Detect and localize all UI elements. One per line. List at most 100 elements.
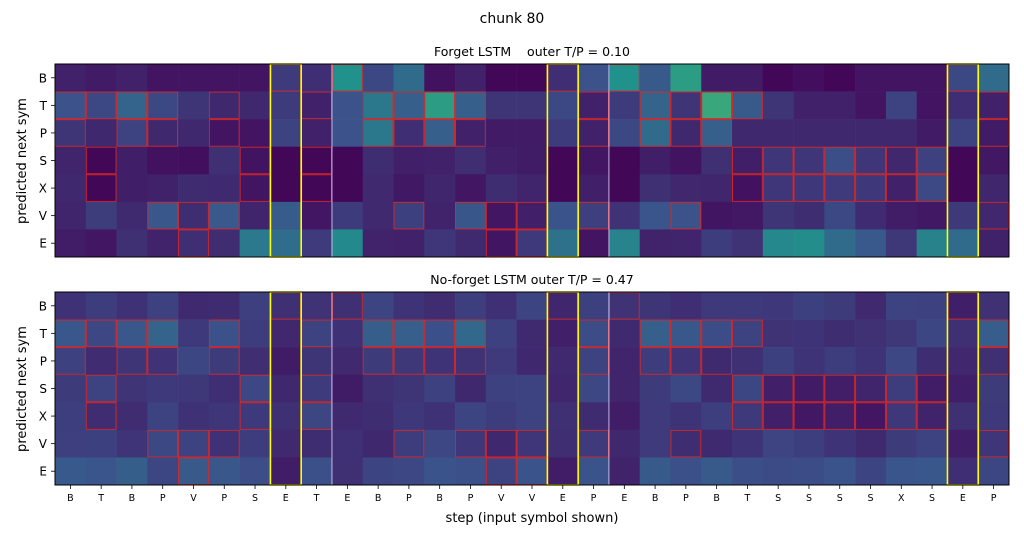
allowed-transition-box [885, 146, 917, 175]
heatmap-cell [762, 319, 794, 348]
heatmap-cell [916, 229, 948, 258]
heatmap-cell [947, 64, 979, 92]
heatmap-cell [947, 374, 979, 403]
heatmap-cell [362, 347, 394, 376]
heatmap-cell [239, 64, 271, 92]
heatmap-cell [147, 457, 179, 486]
heatmap-cell [239, 402, 271, 431]
allowed-transition-box [424, 347, 456, 375]
heatmap-cell [239, 347, 271, 376]
heatmap-cell [701, 429, 733, 458]
heatmap-cell [485, 374, 517, 403]
heatmap-cell [301, 429, 333, 458]
heatmap-cell [578, 64, 610, 92]
x-tick-label: P [221, 493, 227, 504]
heatmap-cell [393, 319, 425, 348]
heatmap-cell [85, 347, 117, 376]
heatmap-cell [701, 201, 733, 230]
heatmap-cell [85, 119, 117, 148]
allowed-transition-box [147, 119, 179, 147]
heatmap-cell [516, 229, 548, 258]
heatmap-cell [578, 402, 610, 431]
heatmap-cell [824, 319, 856, 348]
allowed-transition-box [455, 91, 486, 120]
heatmap-cell [824, 457, 856, 486]
x-tick-label: V [190, 493, 197, 504]
allowed-transition-box [208, 319, 240, 348]
heatmap-cell [516, 292, 548, 320]
heatmap-cell [485, 201, 517, 230]
allowed-transition-box [147, 91, 179, 120]
heatmap-cell [824, 119, 856, 148]
heatmap-cell [270, 402, 302, 431]
heatmap-cell [608, 457, 641, 486]
heatmap-cell [424, 457, 456, 486]
heatmap-cell [485, 174, 517, 203]
heatmap-cell [270, 91, 302, 120]
heatmap-cell [885, 91, 917, 120]
heatmap-cell [855, 402, 887, 431]
heatmap-cell [516, 119, 548, 148]
heatmap-cell [578, 146, 610, 175]
heatmap-cell [178, 457, 210, 486]
heatmap-cell [331, 429, 364, 458]
bottom-heatmap [55, 291, 1010, 486]
heatmap-cell [116, 146, 148, 175]
heatmap-cell [824, 201, 856, 230]
x-tick-label: E [960, 493, 966, 504]
heatmap-cell [424, 174, 456, 203]
heatmap-cell [639, 91, 671, 120]
heatmap-cell [670, 374, 702, 403]
heatmap-cell [208, 174, 240, 203]
allowed-transition-box [208, 91, 240, 120]
heatmap-cell [455, 119, 487, 148]
x-tick-label: V [529, 493, 536, 504]
heatmap-cell [331, 146, 364, 175]
heatmap-cell [116, 119, 148, 148]
heatmap-cell [824, 229, 856, 258]
heatmap-cell [55, 146, 87, 175]
heatmap-cell [516, 201, 548, 230]
heatmap-cell [639, 347, 671, 376]
heatmap-cell [916, 91, 948, 120]
heatmap-cell [547, 457, 579, 486]
y-tick-label: T [39, 99, 48, 113]
allowed-transition-box [208, 119, 240, 147]
heatmap-cell [578, 347, 610, 376]
heatmap-cell [824, 91, 856, 120]
heatmap-cell [855, 347, 887, 376]
heatmap-cell [85, 229, 117, 258]
heatmap-cell [824, 146, 856, 175]
heatmap-cell [178, 347, 210, 376]
allowed-transition-box [208, 429, 240, 458]
heatmap-cell [547, 374, 579, 403]
heatmap-cell [424, 146, 456, 175]
heatmap-cell [516, 347, 548, 376]
heatmap-cell [208, 457, 240, 486]
heatmap-cell [608, 64, 641, 92]
heatmap-cell [639, 174, 671, 203]
allowed-transition-box [701, 347, 732, 375]
heatmap-cell [762, 292, 794, 320]
heatmap-cell [639, 64, 671, 92]
allowed-transition-box [147, 429, 179, 458]
heatmap-cell [208, 292, 240, 320]
allowed-transition-box [455, 201, 486, 230]
heatmap-cell [424, 119, 456, 148]
x-tick-label: P [991, 493, 997, 504]
heatmap-cell [147, 429, 179, 458]
heatmap-cell [301, 374, 333, 403]
allowed-transition-box [424, 119, 456, 147]
y-tick-label: V [39, 209, 48, 223]
heatmap-cell [301, 174, 333, 203]
heatmap-cell [485, 119, 517, 148]
heatmap-cell [947, 201, 979, 230]
heatmap-cell [947, 119, 979, 148]
heatmap-cell [516, 429, 548, 458]
allowed-transition-box [362, 319, 394, 348]
heatmap-cell [301, 119, 333, 148]
heatmap-cell [55, 174, 87, 203]
allowed-transition-box [393, 201, 425, 230]
heatmap-cell [208, 347, 240, 376]
